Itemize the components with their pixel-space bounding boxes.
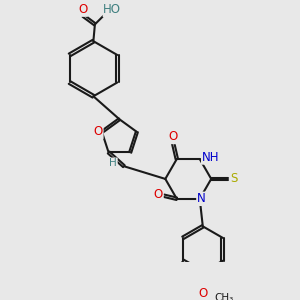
Text: O: O [169,130,178,143]
Text: O: O [198,286,207,300]
Text: CH₃: CH₃ [214,293,234,300]
Text: O: O [78,3,87,16]
Text: O: O [94,125,103,138]
Text: NH: NH [202,151,219,164]
Text: S: S [230,172,237,185]
Text: H: H [109,158,117,168]
Text: O: O [154,188,163,201]
Text: N: N [197,192,206,205]
Text: HO: HO [103,4,122,16]
